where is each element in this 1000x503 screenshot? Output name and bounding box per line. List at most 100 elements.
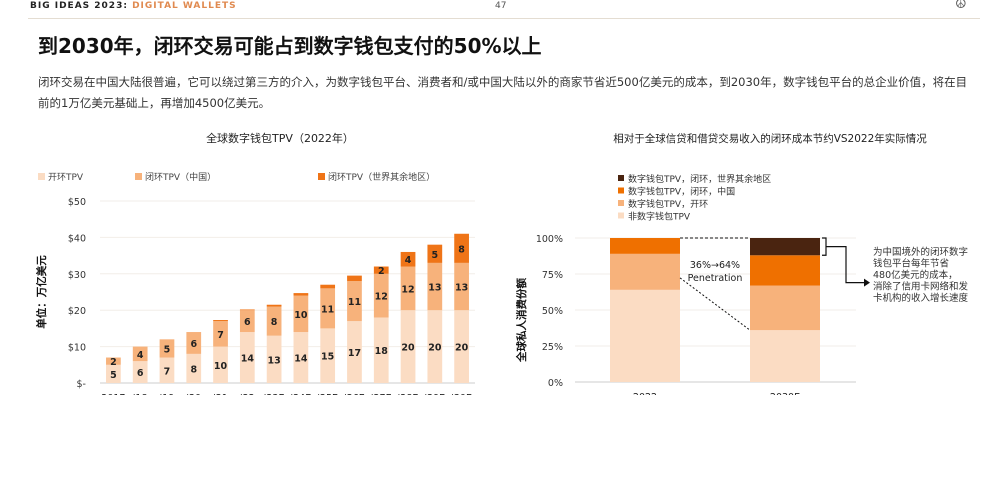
callout-text: 钱包平台每年节省 [873, 258, 949, 270]
bar-segment [427, 244, 443, 263]
bar-segment [427, 262, 443, 311]
x-tick-label: 2022 [633, 392, 657, 395]
callout-bracket [822, 237, 864, 284]
data-label: 5 [164, 344, 171, 355]
bar-segment [266, 304, 282, 307]
bar-segment [213, 346, 228, 383]
bar-segment [320, 288, 336, 329]
data-label: 11 [321, 304, 334, 315]
x-tick-label: '26E [344, 393, 365, 395]
bar-segment [454, 262, 469, 311]
bar-segment [347, 321, 362, 383]
data-label: 5 [432, 250, 439, 261]
legend-swatch [618, 175, 624, 181]
data-label: 13 [455, 283, 468, 294]
data-label: 4 [137, 350, 144, 361]
y-tick-label: $40 [68, 233, 86, 244]
x-tick-label: '18 [133, 393, 148, 395]
bar-segment [373, 273, 389, 318]
bar-segment [293, 295, 309, 333]
bar-segment [213, 320, 228, 322]
tpv-chart: 全球数字钱包TPV（2022年） 开环TPV 闭环TPV（中国） 闭环TPV（世界其余… [35, 131, 475, 395]
data-label: 2 [378, 266, 385, 277]
data-label: 15 [321, 352, 334, 363]
y-tick-label: 75% [542, 270, 563, 281]
page-subtitle: 闭环交易在中国大陆很普遍，它可以绕过第三方的介入，为数字钱包平台、消费者和/或中… [38, 75, 968, 110]
page-title: 到2030年，闭环交易可能占到数字钱包支付的50%以上 [38, 34, 542, 58]
legend-swatch [135, 173, 142, 180]
bar-segment [373, 317, 389, 383]
y-tick-label: $- [77, 379, 86, 390]
divider [28, 18, 980, 19]
bar-segment [750, 285, 820, 331]
bar-segment [239, 332, 255, 383]
bar-segment [132, 361, 148, 383]
share-chart: 相对于全球信贷和借贷交易收入的闭环成本节约VS2022年实际情况数字钱包TPV，… [515, 132, 969, 395]
x-tick-label: '29E [424, 393, 445, 395]
y-tick-label: $20 [68, 306, 86, 317]
callout-text: 为中国境外的闭环数字 [873, 246, 968, 258]
x-tick-label: 2030E [770, 392, 800, 395]
bar-segment [186, 353, 202, 383]
x-tick-label: '19 [160, 393, 175, 395]
data-label: 18 [375, 346, 389, 357]
arrow-icon [864, 278, 870, 287]
x-tick-label: '27E [371, 393, 392, 395]
series-label: BIG IDEAS 2023: [30, 1, 128, 11]
y-tick-label: 0% [548, 378, 563, 389]
y-tick-label: $30 [68, 270, 86, 281]
x-tick-label: '24E [291, 393, 312, 395]
bar-segment [610, 238, 680, 254]
legend-swatch [38, 173, 45, 180]
data-label: 8 [190, 364, 197, 375]
bar-segment [454, 310, 469, 383]
y-tick-label: $50 [68, 197, 86, 208]
penetration-annotation: Penetration [688, 273, 743, 284]
data-label: 12 [375, 292, 388, 303]
legend-label: 数字钱包TPV，闭环，中国 [628, 186, 735, 198]
data-label: 6 [244, 317, 251, 328]
x-tick-label: '25E [317, 393, 338, 395]
bar-segment [320, 328, 336, 383]
data-label: 4 [405, 255, 412, 266]
bar-segment [266, 306, 282, 336]
bar-segment [400, 310, 416, 383]
y-axis-label: 单位：万亿美元 [35, 255, 48, 329]
bar-segment [347, 281, 362, 322]
penetration-annotation: 36%→64% [690, 260, 740, 271]
bar-segment [400, 251, 416, 267]
bar-segment [610, 253, 680, 290]
data-label: 10 [214, 361, 228, 372]
bar-segment [610, 289, 680, 382]
data-label: 5 [110, 370, 117, 381]
bar-segment [400, 266, 416, 311]
data-label: 6 [190, 339, 197, 350]
bar-segment [239, 309, 255, 311]
data-label: 8 [458, 244, 465, 255]
data-label: 11 [348, 297, 361, 308]
header-series: BIG IDEAS 2023: DIGITAL WALLETS [30, 1, 237, 12]
y-tick-label: 50% [542, 306, 563, 317]
data-label: 13 [267, 355, 280, 366]
series-topic: DIGITAL WALLETS [132, 1, 237, 11]
data-label: 8 [271, 317, 278, 328]
bar-segment [750, 255, 820, 286]
legend-label: 数字钱包TPV，闭环，世界其余地区 [628, 173, 771, 185]
legend-label: 开环TPV [48, 172, 84, 183]
legend-label: 非数字钱包TPV [628, 211, 691, 223]
bar-segment [213, 321, 228, 347]
bar-segment [266, 335, 282, 383]
legend-label: 闭环TPV（世界其余地区） [328, 171, 435, 183]
bar-segment [373, 266, 389, 274]
bar-segment [106, 364, 121, 383]
bar-segment [159, 339, 175, 358]
data-label: 2 [110, 357, 117, 368]
x-tick-label: '30E [451, 393, 472, 395]
bar-segment [750, 330, 820, 382]
page-number: 47 [495, 1, 507, 11]
bar-segment [159, 357, 175, 383]
bar-segment [239, 310, 255, 333]
bar-segment [106, 357, 121, 365]
data-label: 20 [428, 343, 442, 354]
